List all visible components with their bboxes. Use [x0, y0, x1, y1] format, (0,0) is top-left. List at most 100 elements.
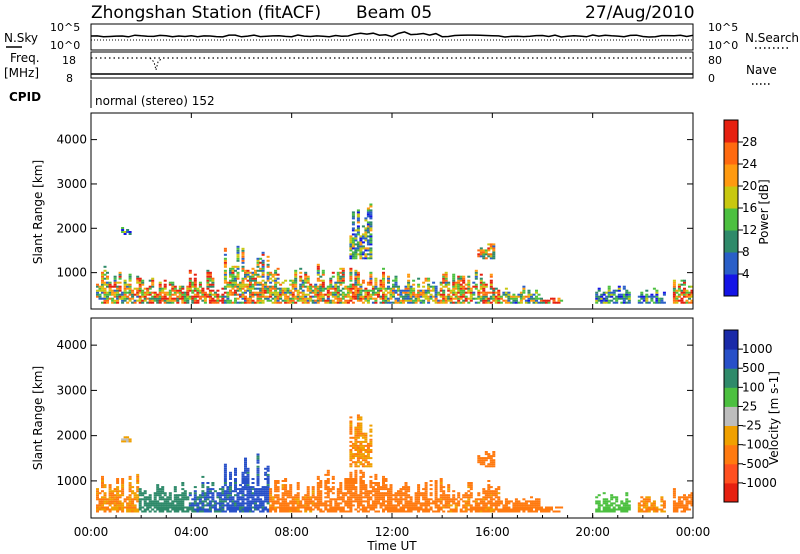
- power-cell: [101, 301, 105, 304]
- velocity-cell: [226, 494, 230, 497]
- velocity-cell: [366, 496, 370, 499]
- power-cell: [206, 285, 210, 288]
- power-cell: [314, 293, 318, 296]
- power-cell: [437, 299, 441, 302]
- velocity-cell: [419, 502, 423, 505]
- velocity-cell: [186, 508, 190, 511]
- power-cell: [191, 301, 195, 304]
- velocity-cell: [514, 500, 518, 503]
- power-cell: [474, 283, 478, 286]
- velocity-cell: [244, 461, 248, 464]
- power-cell: [444, 275, 448, 278]
- velocity-cell: [128, 508, 132, 511]
- velocity-cell: [364, 488, 368, 491]
- power-cell: [672, 293, 676, 296]
- power-cell: [457, 277, 461, 280]
- power-cell: [675, 299, 679, 302]
- velocity-cell: [492, 510, 496, 513]
- power-cell: [193, 281, 197, 284]
- velocity-cell: [188, 494, 192, 497]
- power-cell: [259, 283, 263, 286]
- velocity-cell: [361, 492, 365, 495]
- power-cell: [512, 299, 516, 302]
- power-cell: [103, 291, 107, 294]
- power-cell: [329, 287, 333, 290]
- power-cell: [166, 293, 170, 296]
- power-cell: [166, 291, 170, 294]
- power-cell: [427, 301, 431, 304]
- velocity-cell: [183, 510, 187, 513]
- power-cell: [464, 299, 468, 302]
- power-cell: [256, 263, 260, 266]
- velocity-cell: [672, 494, 676, 497]
- velocity-cell: [434, 484, 438, 487]
- velocity-cell: [206, 502, 210, 505]
- velocity-cell: [487, 502, 491, 505]
- power-cell: [206, 269, 210, 272]
- velocity-cell: [223, 500, 227, 503]
- velocity-cell: [437, 508, 441, 511]
- velocity-cell: [121, 484, 125, 487]
- power-cell: [680, 299, 684, 302]
- velocity-cell: [672, 492, 676, 495]
- velocity-cell: [512, 508, 516, 511]
- velocity-colorbar-tick-label: -500: [742, 457, 769, 471]
- velocity-cell: [244, 498, 248, 501]
- power-cell: [677, 299, 681, 302]
- power-cell: [261, 267, 265, 270]
- velocity-cell: [605, 498, 609, 501]
- velocity-cell: [269, 504, 273, 507]
- velocity-cell: [131, 504, 135, 507]
- power-cell: [176, 297, 180, 300]
- power-cell: [489, 301, 493, 304]
- velocity-cluster-13: [349, 414, 373, 468]
- velocity-cell: [113, 508, 117, 511]
- velocity-cell: [615, 496, 619, 499]
- velocity-cell: [339, 508, 343, 511]
- velocity-cell: [223, 469, 227, 472]
- power-cell: [683, 289, 687, 292]
- velocity-cell: [356, 453, 360, 456]
- velocity-cell: [148, 498, 152, 501]
- power-cell: [246, 279, 250, 282]
- velocity-cell: [98, 498, 102, 501]
- velocity-cell: [361, 459, 365, 462]
- velocity-cell: [354, 465, 358, 468]
- velocity-cell: [452, 500, 456, 503]
- power-cell: [191, 285, 195, 288]
- power-cell: [442, 299, 446, 302]
- velocity-cell: [346, 484, 350, 487]
- velocity-cell: [181, 508, 185, 511]
- power-cell: [229, 273, 233, 276]
- power-cell: [364, 291, 368, 294]
- power-cell: [324, 287, 328, 290]
- power-cell: [399, 295, 403, 298]
- power-cell: [683, 291, 687, 294]
- velocity-cell: [176, 498, 180, 501]
- power-cell: [108, 297, 112, 300]
- power-cell: [206, 275, 210, 278]
- velocity-cell: [246, 494, 250, 497]
- velocity-cell: [359, 432, 363, 435]
- velocity-cell: [264, 500, 268, 503]
- velocity-cell: [329, 502, 333, 505]
- power-cell: [249, 291, 253, 294]
- velocity-cell: [359, 502, 363, 505]
- power-cell: [133, 293, 137, 296]
- velocity-cell: [121, 490, 125, 493]
- power-cell: [349, 297, 353, 300]
- velocity-cell: [404, 496, 408, 499]
- velocity-cell: [213, 490, 217, 493]
- velocity-cell: [128, 498, 132, 501]
- power-cell: [482, 293, 486, 296]
- velocity-cell: [256, 461, 260, 464]
- power-cell: [246, 271, 250, 274]
- velocity-cell: [309, 510, 313, 513]
- power-cell: [234, 275, 238, 278]
- power-cell: [331, 293, 335, 296]
- velocity-cell: [382, 508, 386, 511]
- power-cell: [422, 293, 426, 296]
- power-cell: [489, 243, 493, 246]
- power-cell: [294, 287, 298, 290]
- power-cell: [354, 273, 358, 276]
